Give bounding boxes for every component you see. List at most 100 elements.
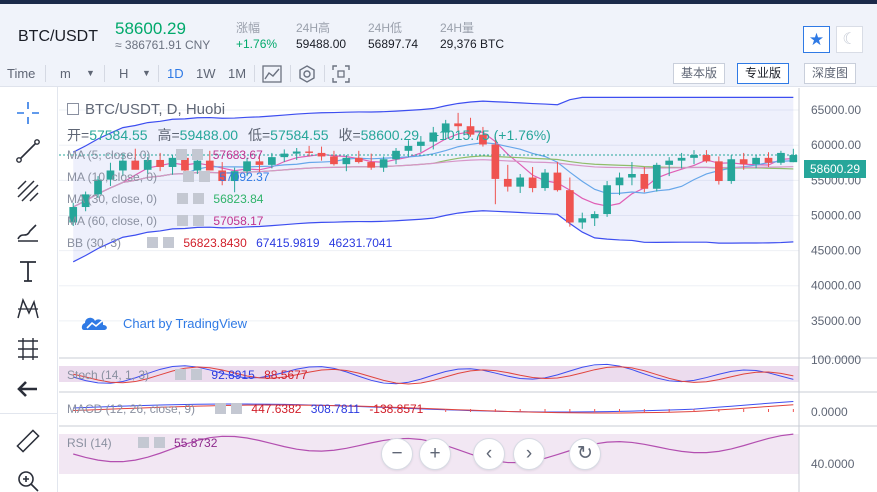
- indicator-settings-icon[interactable]: [137, 437, 149, 448]
- brush-icon[interactable]: [14, 217, 42, 245]
- candle: [590, 211, 599, 226]
- low-label: 低=: [247, 127, 271, 143]
- crosshair-icon[interactable]: [14, 99, 42, 127]
- pattern-tool-icon[interactable]: [14, 295, 42, 323]
- cny-price: ≈ 386761.91 CNY: [115, 38, 211, 52]
- depth-chart-button[interactable]: 深度图: [804, 63, 857, 84]
- collapse-box-icon[interactable]: [67, 103, 79, 115]
- ticker-header: BTC/USDT 58600.29 ≈ 386761.91 CNY 涨幅 +1.…: [0, 0, 877, 60]
- hour-dropdown-chevron-icon[interactable]: ▼: [142, 68, 151, 78]
- candle-body: [168, 157, 177, 167]
- indicator-close-icon[interactable]: [191, 369, 203, 380]
- favorite-star-icon[interactable]: ★: [803, 26, 830, 53]
- indicator-close-icon[interactable]: [193, 193, 205, 204]
- indicator-close-icon[interactable]: [163, 237, 175, 248]
- candle-body: [143, 159, 152, 170]
- hour-interval-button[interactable]: H: [119, 66, 129, 81]
- candle-body: [578, 218, 587, 223]
- candlestick-chart[interactable]: 65000.0060000.0055000.0050000.0045000.00…: [59, 88, 877, 492]
- candle: [789, 148, 798, 163]
- candle-body: [367, 162, 376, 168]
- indicator-settings-icon[interactable]: [176, 149, 188, 160]
- reset-chart-button[interactable]: ↻: [569, 438, 601, 470]
- zoom-out-button[interactable]: −: [381, 438, 413, 470]
- indicator-settings-icon[interactable]: [147, 237, 159, 248]
- measure-ruler-icon[interactable]: [14, 427, 42, 455]
- candle-body: [665, 160, 674, 165]
- interval-1d[interactable]: 1D: [167, 66, 184, 81]
- indicator-value: -138.8571: [369, 402, 424, 416]
- price-axis-label: 35000.00: [811, 314, 861, 328]
- candle-body: [181, 157, 189, 171]
- candle-body: [131, 160, 140, 170]
- bollinger-lower-line: [72, 210, 794, 263]
- candle: [268, 152, 276, 169]
- back-arrow-icon[interactable]: [14, 375, 42, 403]
- indicator-close-icon[interactable]: [192, 149, 204, 160]
- indicator-close-icon[interactable]: [199, 171, 211, 182]
- zoom-in-button[interactable]: +: [419, 438, 451, 470]
- indicator-bb: BB (30, 3) 56823.8430 67415.9819 46231.7…: [67, 236, 392, 250]
- basic-version-button[interactable]: 基本版: [673, 63, 726, 84]
- minute-dropdown-chevron-icon[interactable]: ▼: [86, 68, 95, 78]
- stat-value: +1.76%: [236, 37, 278, 51]
- candle-body: [342, 157, 351, 165]
- zoom-in-icon[interactable]: [14, 467, 42, 492]
- indicator-settings-icon[interactable]: [177, 193, 189, 204]
- text-tool-icon[interactable]: [14, 257, 42, 285]
- candle-body: [615, 177, 624, 186]
- candle: [640, 166, 649, 193]
- fullscreen-icon[interactable]: [332, 65, 350, 83]
- dark-mode-moon-icon[interactable]: ☾: [836, 26, 863, 53]
- chart-area[interactable]: 65000.00 60000.00 55000.00 50000.00 45000.00…: [59, 88, 877, 492]
- ma10-line: [72, 142, 794, 208]
- candle: [528, 166, 537, 193]
- macd-line: [73, 400, 794, 413]
- candle-body: [454, 123, 462, 127]
- candle-body: [764, 157, 773, 163]
- interval-1w[interactable]: 1W: [196, 66, 216, 81]
- candle-body: [392, 150, 400, 160]
- trend-line-icon[interactable]: [14, 137, 42, 165]
- candle: [714, 156, 723, 185]
- scroll-right-button[interactable]: ›: [513, 438, 545, 470]
- fib-lines-icon[interactable]: [14, 177, 42, 205]
- time-interval-button[interactable]: Time: [7, 66, 36, 81]
- low-value: 57584.55: [270, 127, 329, 143]
- candle-body: [714, 161, 723, 182]
- tradingview-brand[interactable]: Chart by TradingView: [123, 316, 248, 331]
- candle-body: [317, 152, 326, 157]
- candle: [777, 150, 785, 165]
- chart-type-icon[interactable]: [262, 65, 282, 83]
- indicator-settings-icon[interactable]: [215, 403, 227, 414]
- candle-body: [777, 152, 785, 163]
- indicator-settings-icon[interactable]: [183, 171, 195, 182]
- indicator-close-icon[interactable]: [231, 403, 243, 414]
- pair-name[interactable]: BTC/USDT: [18, 28, 98, 45]
- scroll-left-button[interactable]: ‹: [473, 438, 505, 470]
- indicator-settings-icon[interactable]: [177, 215, 189, 226]
- price-axis-label: 50000.00: [811, 208, 861, 222]
- candle-body: [441, 123, 450, 133]
- indicator-value: 57092.37: [219, 170, 270, 184]
- indicator-value: 56823.8430: [183, 236, 247, 250]
- settings-icon[interactable]: [298, 65, 316, 83]
- minute-interval-button[interactable]: m: [60, 66, 71, 81]
- candle-body: [479, 134, 487, 145]
- indicator-settings-icon[interactable]: [175, 369, 187, 380]
- candle: [379, 156, 388, 172]
- candle: [81, 191, 90, 212]
- indicator-close-icon[interactable]: [193, 215, 205, 226]
- candle-body: [330, 156, 338, 165]
- indicator-value: 88.5677: [264, 368, 308, 382]
- candle: [479, 126, 487, 147]
- candle-body: [94, 179, 102, 195]
- prediction-tool-icon[interactable]: [14, 335, 42, 363]
- indicator-close-icon[interactable]: [153, 437, 165, 448]
- interval-1m[interactable]: 1M: [228, 66, 247, 81]
- indicator-value: 447.6382: [251, 402, 302, 416]
- indicator-value: 92.8915: [211, 368, 255, 382]
- pro-version-button[interactable]: 专业版: [737, 63, 790, 84]
- candle: [566, 177, 574, 227]
- stat-change: 涨幅 +1.76%: [236, 19, 277, 51]
